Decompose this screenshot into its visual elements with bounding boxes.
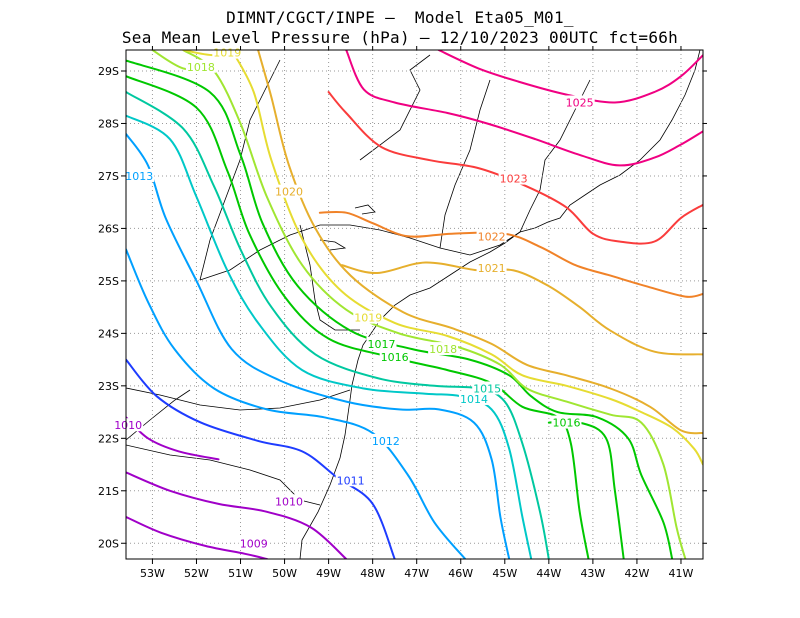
latitude-tick-label: 25S	[98, 275, 119, 288]
isobar-1011	[126, 358, 396, 559]
map-frame	[125, 49, 704, 560]
isobar-label-background	[238, 536, 269, 550]
isobar-label-1014: 1014	[460, 393, 488, 406]
isobar-label-1019: 1019	[213, 47, 241, 60]
isobar-1017	[126, 59, 674, 559]
latitude-tick-label: 29S	[98, 65, 119, 78]
isobar-label-background	[428, 342, 459, 356]
isobar-label-1019: 1019	[354, 312, 382, 325]
isobar-label-1012: 1012	[372, 435, 400, 448]
isobar-label-background	[551, 415, 582, 429]
isobar-label-background	[458, 391, 489, 405]
isobar-1014	[126, 114, 533, 559]
isobar-1024	[345, 50, 703, 167]
longitude-tick-label: 43W	[580, 567, 605, 580]
isobar-1023	[327, 91, 703, 245]
isobar-1022	[318, 210, 703, 298]
isobar-1025	[437, 50, 703, 104]
isobar-label-1016: 1016	[381, 351, 409, 364]
isobar-1020	[257, 50, 703, 435]
longitude-tick-label: 52W	[184, 567, 209, 580]
isobar-label-1011: 1011	[337, 474, 365, 487]
longitude-tick-label: 47W	[404, 567, 429, 580]
isobar-label-background	[185, 59, 216, 73]
isobar-label-1017: 1017	[367, 338, 395, 351]
isobar-label-1022: 1022	[478, 230, 506, 243]
isobar-label-1010: 1010	[275, 495, 303, 508]
isobar-label-1013: 1013	[125, 170, 153, 183]
isobar-1013	[126, 133, 511, 559]
longitude-tick-label: 45W	[492, 567, 517, 580]
isobar-label-background	[273, 494, 304, 508]
isobar-1010	[126, 471, 348, 559]
isobar-label-1009: 1009	[240, 537, 268, 550]
isobar-label-background	[273, 184, 304, 198]
longitude-tick-label: 48W	[360, 567, 385, 580]
longitude-tick-label: 41W	[669, 567, 694, 580]
isobar-lines	[126, 50, 703, 559]
isobar-label-background	[564, 95, 595, 109]
latitude-tick-label: 20S	[98, 537, 119, 550]
isobar-label-1021: 1021	[478, 262, 506, 275]
isobar-label-1020: 1020	[275, 186, 303, 199]
longitude-tick-label: 51W	[228, 567, 253, 580]
isobar-label-1023: 1023	[500, 173, 528, 186]
latitude-tick-label: 26S	[98, 222, 119, 235]
isobar-label-background	[212, 45, 243, 59]
map-title-line-1: DIMNT/CGCT/INPE – Model Eta05_M01_	[226, 8, 574, 27]
isobar-label-background	[335, 473, 366, 487]
latitude-tick-label: 22S	[98, 432, 119, 445]
longitude-tick-label: 44W	[536, 567, 561, 580]
isobar-label-1018: 1018	[187, 61, 215, 74]
isobar-1018	[182, 50, 687, 559]
isobar-label-background	[498, 171, 529, 185]
isobar-1012	[126, 248, 467, 559]
latitude-tick-label: 28S	[98, 117, 119, 130]
isobar-1009	[126, 516, 268, 559]
isobar-1016	[547, 420, 625, 559]
isobar-1021	[340, 261, 703, 356]
isobar-label-1025: 1025	[566, 96, 594, 109]
isobar-label-background	[113, 418, 144, 432]
latitude-tick-label: 24S	[98, 327, 119, 340]
isobar-label-background	[472, 381, 503, 395]
isobar-label-background	[366, 336, 397, 350]
isobar-label-1016: 1016	[552, 417, 580, 430]
longitude-tick-label: 53W	[140, 567, 165, 580]
longitude-tick-label: 42W	[624, 567, 649, 580]
isobar-label-background	[370, 433, 401, 447]
isobar-label-1015: 1015	[473, 382, 501, 395]
longitude-tick-label: 49W	[316, 567, 341, 580]
map-title-line-2: Sea Mean Level Pressure (hPa) – 12/10/20…	[121, 28, 679, 47]
graticule-grid	[126, 50, 703, 559]
isobar-label-background	[353, 310, 384, 324]
isobar-label-background	[476, 260, 507, 274]
latitude-tick-label: 21S	[98, 485, 119, 498]
axis-ticks: 53W 52W 51W 50W 49W 48W 47W 46W 45W 44W 43W 42W 41W 2…	[98, 46, 707, 580]
isobar-1015	[126, 91, 550, 559]
isobar-1019	[230, 50, 703, 466]
isobar-label-1010: 1010	[114, 419, 142, 432]
isobar-label-1018: 1018	[429, 343, 457, 356]
isobar-label-background	[379, 349, 410, 363]
latitude-tick-label: 27S	[98, 170, 119, 183]
latitude-tick-label: 23S	[98, 380, 119, 393]
longitude-tick-label: 50W	[272, 567, 297, 580]
isobar-label-background	[124, 168, 155, 182]
isobar-label-background	[476, 229, 507, 243]
longitude-tick-label: 46W	[448, 567, 473, 580]
